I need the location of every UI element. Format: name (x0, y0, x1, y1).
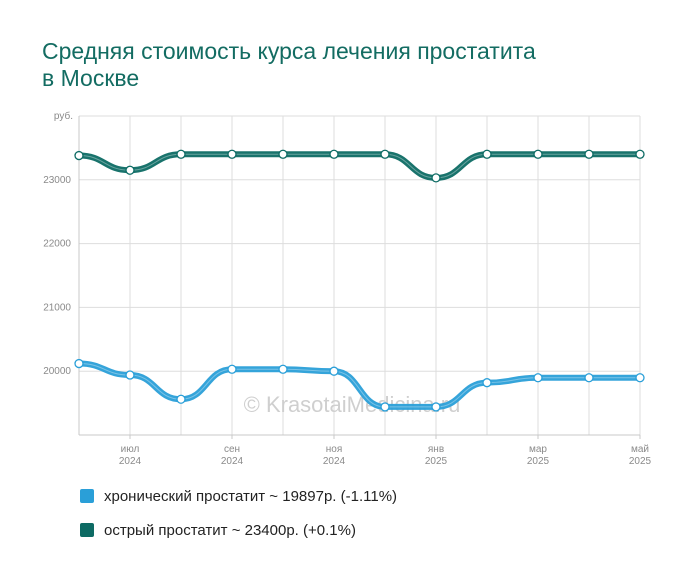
x-tick-label-month: мар (529, 444, 547, 455)
data-point-chronic (278, 364, 288, 374)
y-tick-label: 23000 (43, 175, 71, 186)
data-point-chronic (329, 366, 339, 376)
y-tick-label: 20000 (43, 366, 71, 377)
x-tick-label-year: 2025 (527, 456, 550, 467)
data-point-chronic (635, 373, 645, 383)
x-tick-label-month: июл (121, 444, 140, 455)
data-point-acute (329, 149, 339, 159)
data-point-chronic (380, 402, 390, 412)
data-point-acute (74, 150, 84, 161)
x-tick-label-month: сен (224, 444, 240, 455)
data-point-chronic (482, 378, 492, 388)
data-point-acute (533, 149, 543, 159)
data-point-chronic (227, 364, 237, 374)
data-point-chronic (74, 358, 84, 369)
data-point-chronic (125, 370, 135, 380)
data-point-acute (380, 149, 390, 159)
data-point-acute (278, 149, 288, 159)
chart-title-line-2: в Москве (42, 65, 140, 91)
x-tick-label-month: май (631, 444, 649, 455)
y-tick-label: 21000 (43, 302, 71, 313)
x-tick-label-year: 2024 (119, 456, 142, 467)
line-chart: 20000210002200023000руб.июл2024сен2024но… (43, 110, 652, 467)
legend-swatch-acute (80, 523, 94, 537)
data-point-acute (482, 149, 492, 159)
chart-title: Средняя стоимость курса лечения простати… (42, 38, 642, 92)
chart-title-line-1: Средняя стоимость курса лечения простати… (42, 38, 536, 64)
x-tick-label-year: 2024 (221, 456, 244, 467)
legend-item-chronic[interactable]: хронический простатит ~ 19897р. (-1.11%) (80, 486, 397, 506)
x-tick-label-year: 2024 (323, 456, 346, 467)
legend: хронический простатит ~ 19897р. (-1.11%)… (80, 486, 397, 554)
x-tick-label-year: 2025 (629, 456, 652, 467)
series-line-highlight-acute (78, 153, 640, 179)
y-axis-unit-label: руб. (54, 110, 73, 122)
x-tick-label-month: ноя (326, 444, 343, 455)
data-point-chronic (533, 373, 543, 383)
legend-item-acute[interactable]: острый простатит ~ 23400р. (+0.1%) (80, 520, 397, 540)
data-point-acute (176, 149, 186, 159)
data-point-acute (125, 165, 135, 175)
y-tick-label: 22000 (43, 239, 71, 250)
legend-label-acute: острый простатит ~ 23400р. (+0.1%) (104, 521, 356, 539)
data-point-chronic (176, 394, 186, 404)
legend-swatch-chronic (80, 489, 94, 503)
data-point-acute (431, 173, 441, 183)
data-point-chronic (431, 402, 441, 412)
x-tick-label-month: янв (428, 444, 444, 455)
x-tick-label-year: 2025 (425, 456, 448, 467)
data-point-acute (635, 149, 645, 159)
data-point-acute (584, 149, 594, 159)
legend-label-chronic: хронический простатит ~ 19897р. (-1.11%) (104, 487, 398, 505)
data-point-acute (227, 149, 237, 159)
data-point-chronic (584, 373, 594, 383)
